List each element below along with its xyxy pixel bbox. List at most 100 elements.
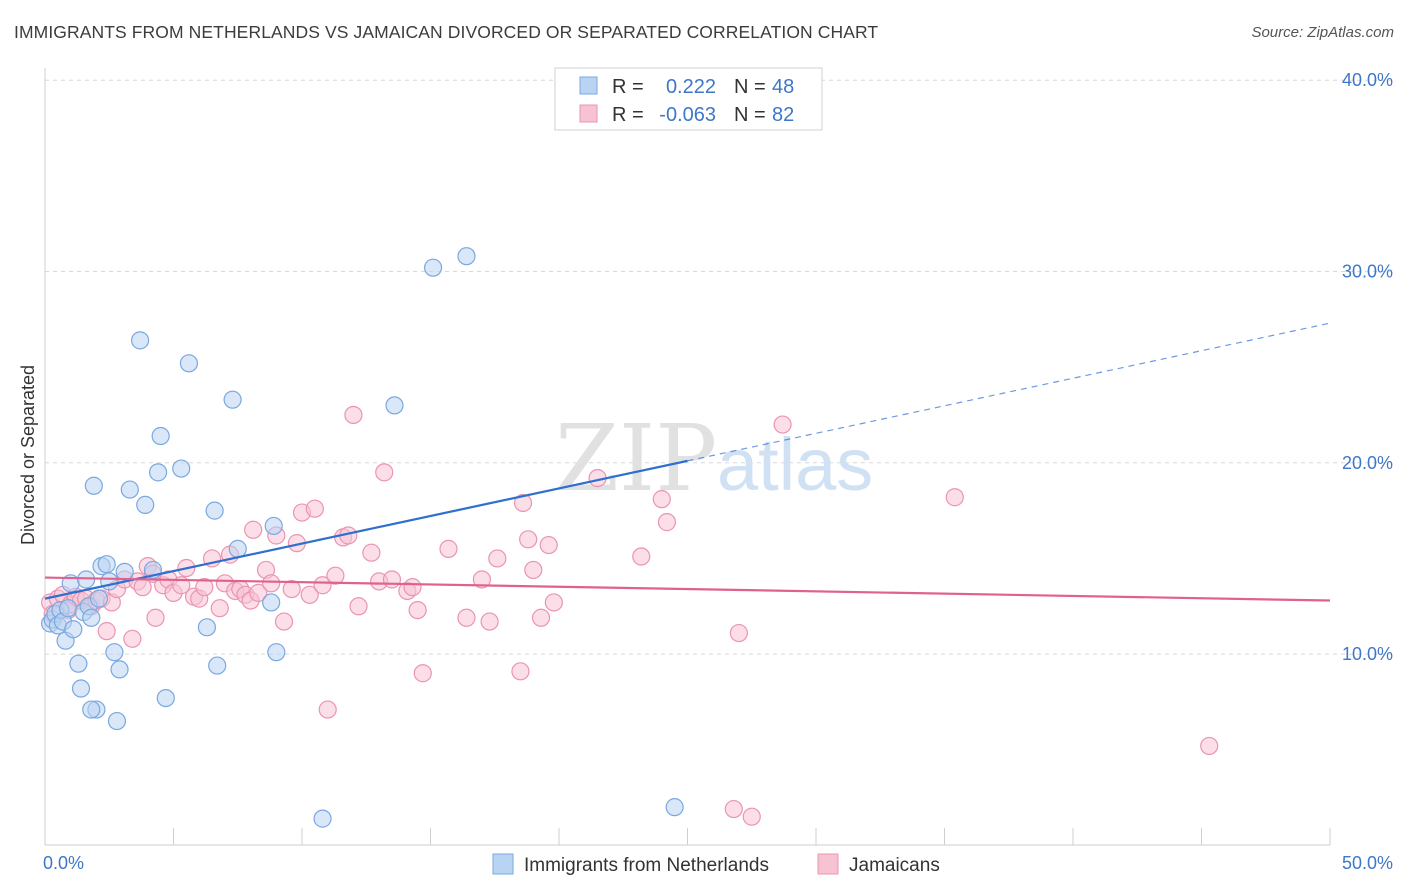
jamaicans-point-80 — [724, 799, 743, 819]
jamaicans-point-29 — [195, 578, 214, 597]
netherlands-point-48 — [82, 700, 101, 719]
netherlands-point-22 — [105, 643, 124, 662]
netherlands-point-37 — [208, 656, 227, 675]
x-tick-labels: 0.0% 50.0% — [43, 853, 1393, 873]
jamaicans-point-38 — [244, 520, 263, 539]
legend-swatch-blue — [579, 76, 598, 95]
jamaicans-point-73 — [531, 608, 551, 627]
jamaicans-point-56 — [362, 543, 381, 562]
netherlands-point-41 — [264, 516, 283, 536]
netherlands-point-45 — [423, 258, 443, 277]
jamaicans-point-50 — [318, 700, 337, 719]
netherlands-point-28 — [136, 495, 155, 514]
netherlands-point-15 — [82, 608, 101, 627]
netherlands-point-23 — [107, 711, 127, 731]
gridlines — [45, 79, 1392, 655]
y-tick-label-0: 10.0% — [1342, 644, 1393, 664]
netherlands-point-10 — [69, 654, 88, 673]
netherlands-point-26 — [120, 480, 139, 499]
jamaicans-point-84 — [945, 488, 964, 507]
netherlands-point-21 — [100, 572, 119, 591]
jamaicans-trend-line — [44, 576, 1331, 602]
jamaicans-point-71 — [519, 530, 538, 549]
jamaicans-point-21 — [146, 608, 165, 627]
y-axis-label: Divorced or Separated — [18, 365, 38, 545]
jamaicans-point-72 — [524, 560, 543, 580]
watermark-atlas: atlas — [717, 423, 873, 506]
jamaicans-point-83 — [773, 415, 792, 434]
jamaicans-point-66 — [472, 570, 491, 589]
axes — [44, 68, 1331, 846]
jamaicans-point-44 — [282, 579, 301, 599]
jamaicans-point-82 — [742, 807, 761, 826]
netherlands-point-40 — [262, 593, 281, 612]
legend-n-label-2: N = — [734, 104, 766, 126]
jamaicans-point-16 — [123, 629, 142, 648]
legend-r-value-1: 0.222 — [666, 76, 716, 98]
netherlands-point-9 — [64, 620, 83, 639]
trend-lines — [44, 322, 1331, 602]
series-legend: Immigrants from Netherlands Jamaicans — [492, 853, 940, 876]
jamaicans-point-31 — [210, 599, 229, 618]
netherlands-trend-extension — [687, 322, 1331, 462]
jamaicans-point-85 — [1200, 736, 1219, 756]
netherlands-trend-line — [44, 459, 688, 600]
jamaicans-point-58 — [375, 463, 394, 482]
jamaicans-point-81 — [729, 623, 749, 643]
legend-r-label-2: R = — [612, 104, 644, 126]
jamaicans-point-64 — [439, 539, 458, 558]
legend-n-label-1: N = — [734, 76, 766, 98]
netherlands-point-11 — [71, 679, 91, 698]
jamaicans-point-78 — [652, 490, 671, 509]
netherlands-point-43 — [313, 809, 332, 828]
netherlands-point-46 — [457, 247, 476, 266]
netherlands-point-34 — [179, 354, 199, 373]
netherlands-point-32 — [156, 688, 175, 708]
netherlands-point-16 — [84, 476, 103, 495]
netherlands-point-25 — [115, 562, 134, 581]
netherlands-point-33 — [172, 459, 191, 478]
legend-swatch-pink — [579, 104, 598, 123]
jamaicans-point-79 — [657, 513, 677, 532]
jamaicans-point-62 — [408, 601, 427, 620]
y-tick-label-1: 20.0% — [1342, 453, 1393, 473]
netherlands-point-18 — [89, 589, 109, 608]
jamaicans-point-77 — [632, 547, 651, 566]
jamaicans-point-67 — [480, 612, 499, 631]
netherlands-point-36 — [205, 501, 224, 520]
netherlands-point-35 — [197, 618, 217, 637]
chart-title: IMMIGRANTS FROM NETHERLANDS VS JAMAICAN … — [14, 22, 879, 42]
jamaicans-point-65 — [457, 608, 476, 627]
jamaicans-point-69 — [511, 662, 530, 681]
y-tick-label-3: 40.0% — [1342, 70, 1393, 90]
y-tick-labels: 10.0% 20.0% 30.0% 40.0% — [1342, 70, 1393, 664]
y-tick-label-2: 30.0% — [1342, 262, 1393, 282]
series-swatch-jamaicans — [817, 853, 839, 875]
series-swatch-netherlands — [492, 853, 514, 875]
jamaicans-point-70 — [513, 493, 533, 513]
jamaicans-point-54 — [344, 405, 363, 425]
jamaicans-point-61 — [403, 578, 422, 597]
jamaicans-point-75 — [544, 593, 563, 612]
series-label-netherlands: Immigrants from Netherlands — [524, 855, 769, 876]
x-tick-label-0: 0.0% — [43, 853, 84, 873]
source-label: Source: ZipAtlas.com — [1251, 24, 1394, 41]
jamaicans-point-68 — [488, 549, 507, 568]
legend-n-value-2: 82 — [772, 104, 794, 126]
netherlands-point-47 — [665, 798, 684, 817]
legend-r-label-1: R = — [612, 76, 644, 98]
jamaicans-point-39 — [249, 583, 268, 602]
netherlands-point-24 — [110, 660, 129, 679]
netherlands-point-27 — [130, 331, 150, 350]
correlation-legend: R = 0.222 N = 48 R = -0.063 N = 82 — [554, 67, 823, 131]
jamaicans-point-47 — [300, 585, 319, 604]
jamaicans-point-74 — [539, 535, 558, 555]
netherlands-point-39 — [228, 539, 247, 558]
netherlands-points — [41, 247, 684, 828]
legend-r-value-2: -0.063 — [659, 104, 716, 126]
netherlands-point-7 — [59, 599, 78, 618]
jamaicans-points — [41, 405, 1219, 826]
netherlands-point-30 — [148, 463, 168, 482]
jamaicans-point-49 — [313, 576, 332, 595]
